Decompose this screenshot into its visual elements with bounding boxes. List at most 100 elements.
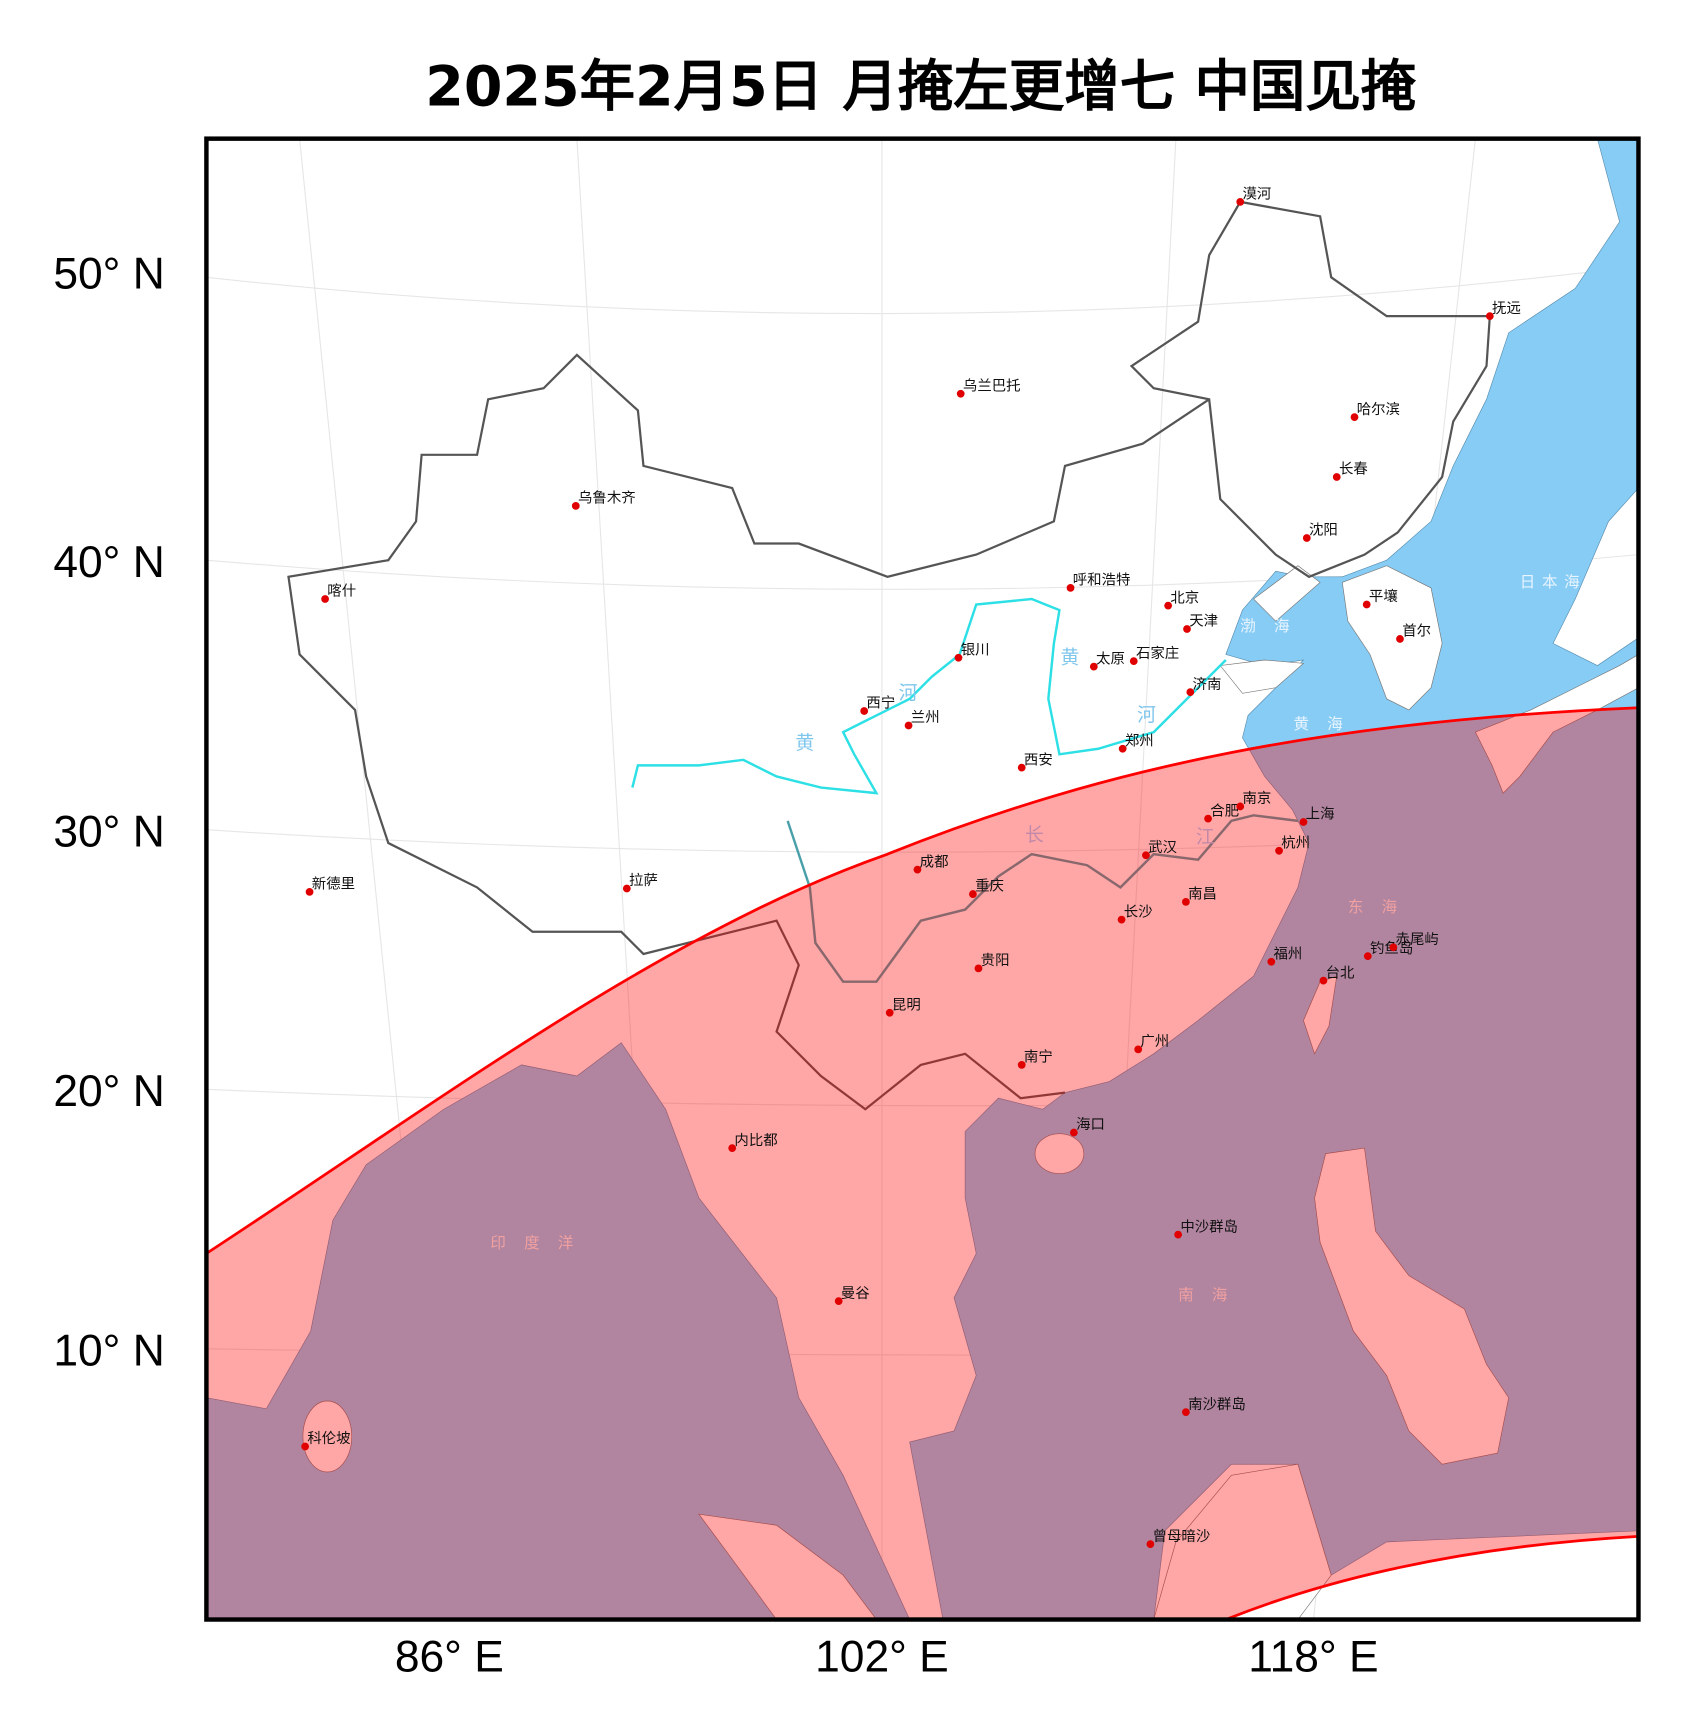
city-label: 北京 (1170, 589, 1199, 606)
city: 北京 (1164, 589, 1199, 610)
city: 西安 (1017, 751, 1053, 772)
city-dot (1164, 601, 1173, 610)
city-dot (1396, 635, 1404, 643)
city: 银川 (954, 641, 990, 662)
city-dot (834, 1297, 843, 1306)
city-dot (1142, 851, 1150, 860)
city-dot (1363, 952, 1372, 961)
city-label: 太原 (1096, 650, 1125, 667)
city-dot (904, 721, 913, 730)
city-label: 内比都 (734, 1132, 777, 1149)
city-dot (1236, 802, 1245, 811)
city: 上海 (1299, 806, 1335, 826)
city-dot (1275, 846, 1283, 855)
city-label: 平壤 (1369, 587, 1398, 605)
pacific-seas (909, 138, 1639, 1620)
city: 重庆 (969, 878, 1004, 898)
city-label: 长春 (1339, 461, 1368, 478)
city: 新德里 (305, 876, 355, 896)
city-dot (301, 1442, 310, 1451)
city: 武汉 (1142, 839, 1177, 860)
city-label: 银川 (961, 641, 990, 658)
indian-ocean (206, 1042, 911, 1620)
city-dot (1350, 413, 1359, 421)
seas (206, 138, 1639, 1620)
city: 兰州 (904, 709, 940, 730)
city: 海口 (1069, 1116, 1105, 1137)
sea-label: 日本海 (1520, 573, 1587, 591)
city: 首尔 (1396, 623, 1431, 643)
city-dot (1302, 534, 1311, 542)
city: 漠河 (1236, 186, 1271, 206)
city-label: 曾母暗沙 (1153, 1528, 1211, 1545)
city-label: 长沙 (1124, 903, 1153, 920)
city-dot (1129, 657, 1138, 666)
city-dot (1017, 763, 1026, 772)
city-dot (1174, 1230, 1183, 1239)
lon-label: 102° E (815, 1633, 949, 1682)
city-dot (1182, 1408, 1190, 1416)
latitude-labels: 50° N 40° N 30° N 20° N 10° N (53, 249, 164, 1375)
city: 科伦坡 (301, 1430, 351, 1451)
city-label: 西安 (1024, 751, 1053, 768)
city: 台北 (1319, 964, 1355, 985)
city: 成都 (913, 853, 948, 874)
occultation-visible-zone (206, 707, 1639, 1620)
city-dot (1236, 198, 1245, 206)
yellow-river (631, 597, 1227, 795)
sri-lanka (302, 1400, 353, 1473)
yangtze-river (786, 814, 1299, 983)
city: 合肥 (1204, 802, 1239, 823)
city: 哈尔滨 (1350, 401, 1400, 421)
city-dot (1267, 957, 1276, 966)
city-dot (305, 887, 314, 896)
city: 南沙群岛 (1182, 1396, 1246, 1416)
city: 广州 (1134, 1033, 1169, 1054)
city: 长沙 (1117, 903, 1153, 924)
city: 沈阳 (1302, 522, 1338, 542)
city: 昆明 (885, 997, 921, 1017)
city: 石家庄 (1129, 644, 1179, 666)
city-label: 乌鲁木齐 (578, 489, 636, 506)
city-dot (974, 964, 983, 973)
city-dot (1299, 818, 1308, 826)
shandong-peninsula (1219, 659, 1305, 694)
city-label: 杭州 (1281, 834, 1310, 851)
city-label: 首尔 (1402, 623, 1431, 640)
sea-label: 印 度 洋 (490, 1234, 580, 1252)
china-border (287, 200, 1492, 1111)
city-dot (885, 1008, 894, 1017)
city: 乌兰巴托 (956, 377, 1021, 398)
city: 南京 (1236, 790, 1271, 811)
city-label: 南昌 (1188, 886, 1217, 903)
city-dot (1134, 1045, 1143, 1054)
city-dot (969, 890, 977, 898)
city-label: 拉萨 (629, 872, 658, 889)
city: 喀什 (321, 583, 356, 603)
city-label: 合肥 (1210, 802, 1239, 819)
city-label: 石家庄 (1136, 644, 1179, 662)
lat-label: 30° N (53, 807, 164, 856)
city: 济南 (1186, 676, 1222, 697)
city-label: 上海 (1306, 806, 1335, 823)
city-label: 曼谷 (841, 1285, 870, 1302)
lon-label: 118° E (1248, 1633, 1378, 1682)
taiwan (1303, 975, 1338, 1055)
city-label: 新德里 (312, 876, 355, 893)
city: 太原 (1089, 650, 1125, 671)
city-dot (1204, 814, 1212, 823)
map-area: 日本海 渤 海 黄 海 东 海 南 海 印 度 洋 黄 河 黄 河 长 江 漠河… (206, 138, 1639, 1620)
city-label: 天津 (1189, 613, 1218, 630)
city-label: 济南 (1193, 676, 1222, 693)
city-label: 南宁 (1024, 1049, 1053, 1066)
city-label: 沈阳 (1309, 522, 1338, 539)
zone-boundary-north (206, 706, 1639, 1255)
city: 呼和浩特 (1066, 572, 1130, 592)
city-dot (1183, 625, 1191, 633)
river-label: 黄 (1061, 646, 1080, 668)
city-dot (860, 707, 869, 715)
city: 拉萨 (622, 872, 658, 893)
city-dot (1362, 600, 1371, 609)
city: 郑州 (1118, 732, 1154, 753)
